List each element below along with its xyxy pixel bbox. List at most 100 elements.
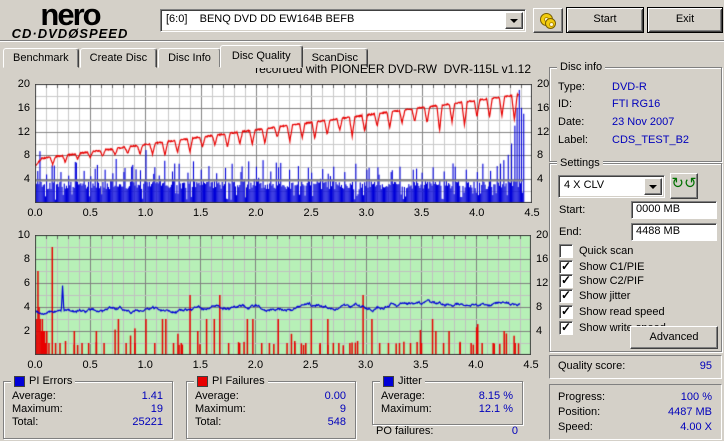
disc-info-panel: Disc info Type: ID: Date: Label: DVD-R F… bbox=[549, 61, 722, 162]
axis-tick-label: 4.0 bbox=[469, 207, 485, 219]
start-button[interactable]: Start bbox=[566, 7, 644, 33]
nero-logo: nero CD·DVDØSPEED bbox=[4, 0, 136, 41]
scan-end-field[interactable]: 4488 MB bbox=[631, 223, 717, 241]
disc-info-legend: Disc info bbox=[557, 61, 606, 73]
quality-score-value: 95 bbox=[699, 360, 712, 372]
axis-tick-label: 10 bbox=[17, 229, 30, 241]
disc-info-labels: Type: ID: Date: Label: bbox=[558, 81, 588, 146]
tab-benchmark[interactable]: Benchmark bbox=[3, 48, 79, 68]
settings-panel: Settings 4 X CLV ↻↺ Start: 0000 MB End: … bbox=[549, 157, 722, 352]
axis-tick-label: 20 bbox=[17, 78, 30, 90]
tab-disc-info[interactable]: Disc Info bbox=[158, 48, 221, 68]
axis-tick-label: 2.5 bbox=[302, 359, 319, 371]
scan-speed-select[interactable]: 4 X CLV bbox=[558, 175, 665, 198]
axis-tick-label: 0.0 bbox=[27, 207, 43, 219]
scan-end-label: End: bbox=[559, 226, 582, 238]
scan-speed-dropdown-button[interactable] bbox=[644, 178, 662, 195]
checkbox-box[interactable]: ✓ bbox=[559, 259, 573, 274]
refresh-icon: ↻↺ bbox=[671, 175, 697, 192]
axis-tick-label: 4.5 bbox=[523, 359, 539, 371]
chevron-down-icon bbox=[510, 19, 518, 23]
settings-legend: Settings bbox=[557, 157, 603, 169]
pi-errors-color-swatch bbox=[14, 375, 25, 387]
axis-tick-label: 3.0 bbox=[358, 207, 374, 219]
pi-failures-legend: PI Failures bbox=[194, 375, 268, 387]
exit-button-label: Exit bbox=[675, 13, 695, 25]
nero-logo-text: nero bbox=[40, 0, 101, 32]
advanced-button[interactable]: Advanced bbox=[630, 326, 718, 349]
refresh-button[interactable]: ↻↺ bbox=[670, 173, 698, 199]
pi-failures-panel: PI Failures Average: 0.00 Maximum: 9 Total… bbox=[186, 375, 356, 439]
axis-tick-label: 12 bbox=[537, 125, 550, 138]
drive-select[interactable]: [6:0] BENQ DVD DD EW164B BEFB bbox=[160, 9, 526, 32]
checkbox-box[interactable]: ✓ bbox=[559, 272, 573, 288]
checkbox-show-c1-pie[interactable]: ✓ Show C1/PIE bbox=[559, 258, 645, 274]
axis-tick-label: 16 bbox=[537, 101, 550, 114]
axis-tick-label: 2.0 bbox=[247, 359, 264, 371]
checkbox-box[interactable]: ✓ bbox=[559, 303, 573, 319]
cd-dvd-speed-logo-text: CD·DVDØSPEED bbox=[11, 26, 129, 41]
pi-failures-color-swatch bbox=[197, 375, 208, 387]
progress-panel: Progress: 100 % Position: 4487 MB Speed: 4.… bbox=[549, 384, 722, 440]
jitter-color-swatch bbox=[383, 375, 394, 387]
axis-tick-label: 12 bbox=[536, 277, 549, 289]
progress-value: 100 % bbox=[680, 391, 712, 403]
checkbox-quick-scan[interactable]: ✓ Quick scan bbox=[559, 243, 633, 258]
disc-type-value: DVD-R bbox=[612, 81, 647, 93]
drive-select-dropdown-button[interactable] bbox=[505, 12, 523, 29]
disc-label-value: CDS_TEST_B2 bbox=[612, 134, 690, 146]
quality-score-panel: Quality score: 95 bbox=[549, 355, 722, 379]
chevron-down-icon bbox=[649, 185, 657, 189]
axis-tick-label: 0.5 bbox=[82, 207, 98, 219]
axis-tick-label: 4 bbox=[23, 173, 30, 186]
po-failures-label: PO failures: bbox=[376, 425, 434, 437]
position-value: 4487 MB bbox=[667, 406, 712, 418]
exit-button[interactable]: Exit bbox=[647, 7, 723, 33]
eject-disc-button[interactable] bbox=[533, 8, 563, 33]
disc-date-value: 23 Nov 2007 bbox=[612, 116, 675, 128]
disc-info-values: DVD-R FTI RG16 23 Nov 2007 CDS_TEST_B2 bbox=[612, 81, 689, 152]
axis-tick-label: 2.5 bbox=[303, 207, 319, 219]
pi-errors-legend: PI Errors bbox=[11, 375, 76, 387]
pi-errors-panel: PI Errors Average: 1.41 Maximum: 19 Total:… bbox=[3, 375, 173, 439]
checkbox-box[interactable]: ✓ bbox=[559, 243, 573, 258]
check-icon: ✓ bbox=[561, 272, 572, 287]
axis-tick-label: 20 bbox=[537, 78, 550, 90]
axis-tick-label: 16 bbox=[17, 101, 30, 114]
axis-tick-label: 6 bbox=[23, 277, 30, 289]
axis-tick-label: 2 bbox=[23, 325, 30, 337]
axis-tick-label: 0.5 bbox=[82, 359, 98, 371]
tab-disc-quality[interactable]: Disc Quality bbox=[219, 45, 303, 68]
axis-tick-label: 12 bbox=[17, 125, 30, 138]
scan-speed-value: 4 X CLV bbox=[564, 179, 605, 191]
axis-tick-label: 16 bbox=[536, 253, 549, 265]
header-separator bbox=[0, 40, 724, 42]
axis-tick-label: 8 bbox=[536, 301, 543, 313]
tab-create-disc[interactable]: Create Disc bbox=[79, 48, 158, 68]
quality-score-label: Quality score: bbox=[558, 360, 626, 372]
axis-tick-label: 3.5 bbox=[413, 359, 429, 371]
disc-icon bbox=[545, 18, 556, 29]
po-failures-value: 0 bbox=[511, 425, 518, 437]
po-failures-row: PO failures: 0 bbox=[376, 425, 518, 437]
jitter-legend: Jitter bbox=[380, 375, 425, 387]
axis-tick-label: 20 bbox=[536, 229, 549, 241]
axis-tick-label: 4 bbox=[536, 325, 543, 337]
checkbox-show-c2-pif[interactable]: ✓ Show C2/PIF bbox=[559, 272, 644, 288]
axis-tick-label: 1.0 bbox=[137, 359, 153, 371]
axis-tick-label: 3.5 bbox=[413, 207, 430, 219]
drive-select-value: [6:0] BENQ DVD DD EW164B BEFB bbox=[166, 13, 355, 25]
checkbox-box[interactable]: ✓ bbox=[559, 320, 573, 335]
axis-tick-label: 1.5 bbox=[193, 207, 209, 219]
scan-start-label: Start: bbox=[559, 204, 586, 216]
checkbox-show-jitter[interactable]: ✓ Show jitter bbox=[559, 287, 631, 303]
speed-value: 4.00 X bbox=[680, 421, 712, 433]
axis-tick-label: 8 bbox=[23, 253, 30, 265]
scan-start-field[interactable]: 0000 MB bbox=[631, 201, 717, 219]
axis-tick-label: 0.0 bbox=[27, 359, 43, 371]
checkbox-box[interactable]: ✓ bbox=[559, 288, 573, 303]
checkbox-show-read-speed[interactable]: ✓ Show read speed bbox=[559, 303, 665, 319]
axis-tick-label: 4.5 bbox=[524, 207, 540, 219]
check-icon: ✓ bbox=[561, 303, 572, 318]
disc-id-value: FTI RG16 bbox=[612, 98, 661, 110]
